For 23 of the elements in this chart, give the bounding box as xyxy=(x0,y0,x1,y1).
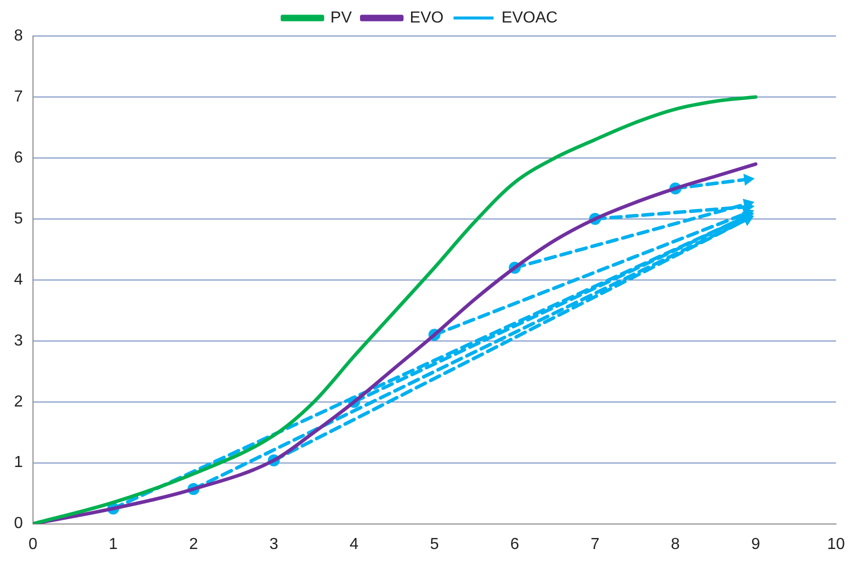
x-tick-label: 8 xyxy=(670,536,680,553)
y-tick-label: 4 xyxy=(14,271,23,288)
y-tick-label: 8 xyxy=(14,27,23,44)
y-tick-label: 5 xyxy=(14,210,23,228)
y-tick-label: 6 xyxy=(14,149,23,166)
x-tick-label: 0 xyxy=(28,536,38,553)
x-tick-label: 7 xyxy=(590,536,600,553)
x-tick-label: 9 xyxy=(751,536,760,553)
x-tick-label: 4 xyxy=(350,536,359,553)
legend-label: PV xyxy=(330,9,352,26)
x-tick-label: 5 xyxy=(430,536,439,553)
x-tick-label: 3 xyxy=(269,536,278,553)
x-tick-label: 1 xyxy=(108,536,118,553)
y-tick-label: 1 xyxy=(14,454,23,472)
legend-label: EVO xyxy=(410,9,444,26)
y-tick-label: 0 xyxy=(14,515,23,532)
y-tick-label: 3 xyxy=(14,332,23,350)
x-tick-label: 6 xyxy=(510,536,520,553)
y-tick-label: 2 xyxy=(14,393,23,410)
y-tick-label: 7 xyxy=(14,88,23,106)
x-tick-label: 2 xyxy=(189,536,198,553)
x-tick-label: 10 xyxy=(827,536,845,553)
legend-label: EVOAC xyxy=(502,9,558,26)
